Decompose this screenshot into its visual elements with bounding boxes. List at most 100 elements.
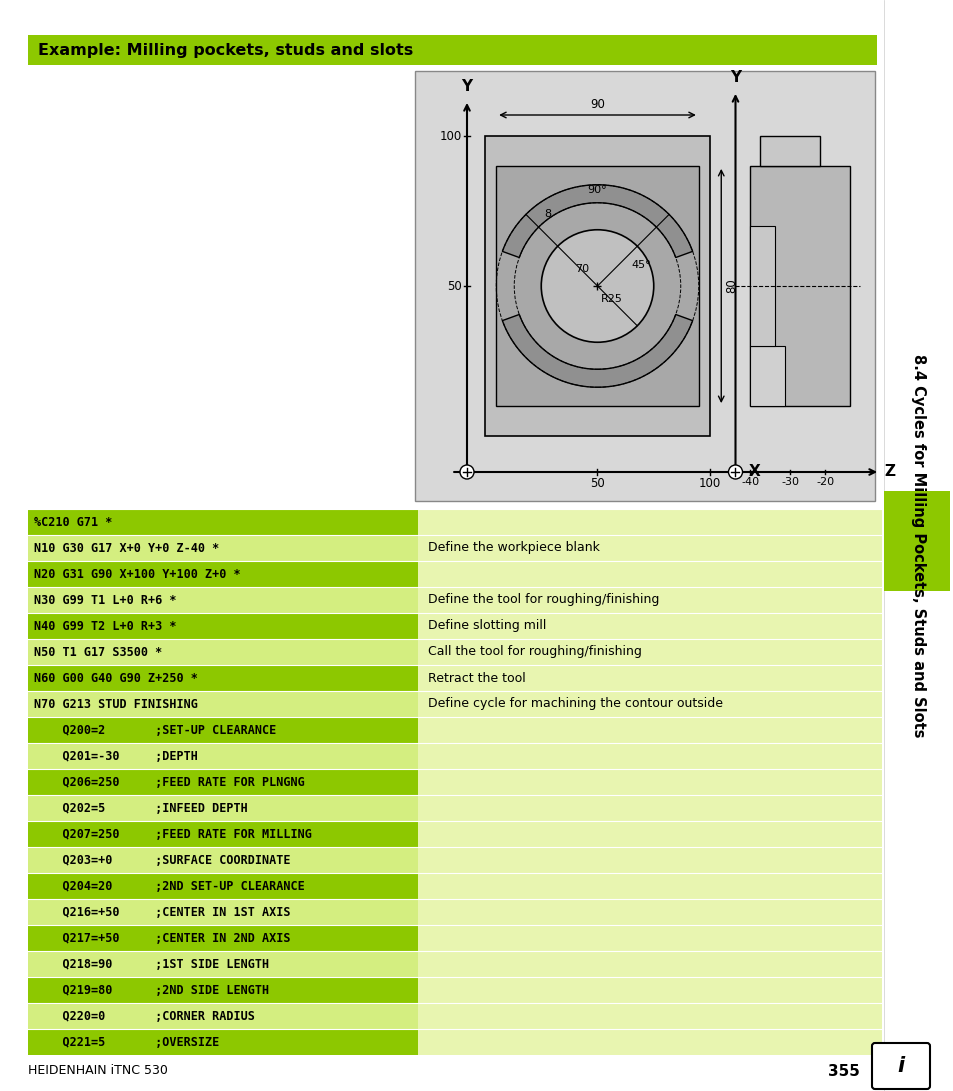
Bar xyxy=(750,226,774,346)
Text: 80: 80 xyxy=(724,278,738,293)
Bar xyxy=(28,35,876,65)
Polygon shape xyxy=(502,314,692,387)
Bar xyxy=(417,899,882,925)
Bar xyxy=(28,535,417,561)
Text: Q216=+50     ;CENTER IN 1ST AXIS: Q216=+50 ;CENTER IN 1ST AXIS xyxy=(34,906,291,919)
Bar xyxy=(28,795,417,822)
Bar xyxy=(417,873,882,899)
Text: Define the workpiece blank: Define the workpiece blank xyxy=(428,541,599,554)
Text: Z: Z xyxy=(883,465,894,480)
Bar xyxy=(417,535,882,561)
Bar xyxy=(417,847,882,873)
Bar xyxy=(28,925,417,951)
Bar xyxy=(417,795,882,822)
Bar xyxy=(415,71,874,501)
Bar xyxy=(28,613,417,639)
Text: 90°: 90° xyxy=(587,185,607,195)
Text: N20 G31 G90 X+100 Y+100 Z+0 *: N20 G31 G90 X+100 Y+100 Z+0 * xyxy=(34,567,240,580)
Text: Y: Y xyxy=(461,79,472,94)
Bar xyxy=(417,691,882,717)
Text: N40 G99 T2 L+0 R+3 *: N40 G99 T2 L+0 R+3 * xyxy=(34,620,176,633)
Text: 50: 50 xyxy=(590,477,604,490)
Text: 45°: 45° xyxy=(631,260,650,269)
Text: Q206=250     ;FEED RATE FOR PLNGNG: Q206=250 ;FEED RATE FOR PLNGNG xyxy=(34,776,304,789)
Bar xyxy=(28,1003,417,1029)
Bar xyxy=(417,822,882,847)
Bar xyxy=(28,587,417,613)
Bar xyxy=(28,666,417,691)
Bar xyxy=(417,925,882,951)
Bar xyxy=(417,978,882,1003)
Bar xyxy=(417,1029,882,1055)
Bar xyxy=(883,491,949,591)
Bar xyxy=(417,666,882,691)
Text: Q219=80      ;2ND SIDE LENGTH: Q219=80 ;2ND SIDE LENGTH xyxy=(34,983,269,996)
Text: Define the tool for roughing/finishing: Define the tool for roughing/finishing xyxy=(428,594,659,607)
Bar xyxy=(28,899,417,925)
Text: Y: Y xyxy=(729,70,740,85)
Bar xyxy=(496,166,698,406)
Bar xyxy=(417,951,882,978)
Text: Q220=0       ;CORNER RADIUS: Q220=0 ;CORNER RADIUS xyxy=(34,1009,254,1022)
Text: Define cycle for machining the contour outside: Define cycle for machining the contour o… xyxy=(428,697,722,710)
Text: -40: -40 xyxy=(740,477,759,487)
Text: 100: 100 xyxy=(439,130,461,143)
Bar xyxy=(417,613,882,639)
Bar xyxy=(28,847,417,873)
Text: %C210 G71 *: %C210 G71 * xyxy=(34,516,112,528)
Circle shape xyxy=(459,465,474,479)
Bar xyxy=(28,873,417,899)
Bar xyxy=(28,769,417,795)
Text: Example: Milling pockets, studs and slots: Example: Milling pockets, studs and slot… xyxy=(38,43,413,58)
Text: Q217=+50     ;CENTER IN 2ND AXIS: Q217=+50 ;CENTER IN 2ND AXIS xyxy=(34,932,291,945)
Text: N60 G00 G40 G90 Z+250 *: N60 G00 G40 G90 Z+250 * xyxy=(34,671,197,684)
Bar xyxy=(417,717,882,743)
Text: 8.4 Cycles for Milling Pockets, Studs and Slots: 8.4 Cycles for Milling Pockets, Studs an… xyxy=(910,355,925,738)
Text: N50 T1 G17 S3500 *: N50 T1 G17 S3500 * xyxy=(34,646,162,659)
Text: Q202=5       ;INFEED DEPTH: Q202=5 ;INFEED DEPTH xyxy=(34,802,248,815)
Bar xyxy=(28,509,417,535)
Polygon shape xyxy=(502,184,692,257)
Bar xyxy=(417,769,882,795)
Text: -30: -30 xyxy=(781,477,799,487)
Bar xyxy=(417,509,882,535)
Text: 50: 50 xyxy=(447,279,461,292)
Text: -20: -20 xyxy=(815,477,833,487)
Text: Q201=-30     ;DEPTH: Q201=-30 ;DEPTH xyxy=(34,750,197,763)
Circle shape xyxy=(728,465,741,479)
Text: Q203=+0      ;SURFACE COORDINATE: Q203=+0 ;SURFACE COORDINATE xyxy=(34,853,291,866)
Bar xyxy=(28,978,417,1003)
Text: Call the tool for roughing/finishing: Call the tool for roughing/finishing xyxy=(428,646,641,659)
Bar xyxy=(28,717,417,743)
Text: 90: 90 xyxy=(590,98,604,111)
Bar xyxy=(28,951,417,978)
Text: 70: 70 xyxy=(575,264,589,274)
Bar xyxy=(760,136,820,166)
Bar xyxy=(750,166,849,406)
Circle shape xyxy=(540,230,653,343)
Bar xyxy=(417,743,882,769)
Text: Q218=90      ;1ST SIDE LENGTH: Q218=90 ;1ST SIDE LENGTH xyxy=(34,958,269,971)
Text: Q207=250     ;FEED RATE FOR MILLING: Q207=250 ;FEED RATE FOR MILLING xyxy=(34,827,312,840)
Text: Q204=20      ;2ND SET-UP CLEARANCE: Q204=20 ;2ND SET-UP CLEARANCE xyxy=(34,879,304,892)
Text: Define slotting mill: Define slotting mill xyxy=(428,620,546,633)
Text: Q221=5       ;OVERSIZE: Q221=5 ;OVERSIZE xyxy=(34,1035,219,1048)
Text: N10 G30 G17 X+0 Y+0 Z-40 *: N10 G30 G17 X+0 Y+0 Z-40 * xyxy=(34,541,219,554)
Text: 8: 8 xyxy=(544,209,551,219)
Text: i: i xyxy=(897,1056,903,1076)
Text: HEIDENHAIN iTNC 530: HEIDENHAIN iTNC 530 xyxy=(28,1065,168,1078)
Text: 355: 355 xyxy=(827,1064,859,1079)
Text: Retract the tool: Retract the tool xyxy=(428,671,525,684)
Bar xyxy=(417,1003,882,1029)
Bar xyxy=(28,639,417,666)
Bar xyxy=(417,639,882,666)
FancyBboxPatch shape xyxy=(871,1043,929,1089)
Bar xyxy=(750,346,784,406)
Bar xyxy=(28,561,417,587)
Bar xyxy=(28,691,417,717)
Bar xyxy=(417,561,882,587)
Bar xyxy=(28,822,417,847)
Text: 100: 100 xyxy=(699,477,720,490)
Bar xyxy=(883,0,953,1091)
Text: Q200=2       ;SET-UP CLEARANCE: Q200=2 ;SET-UP CLEARANCE xyxy=(34,723,276,736)
